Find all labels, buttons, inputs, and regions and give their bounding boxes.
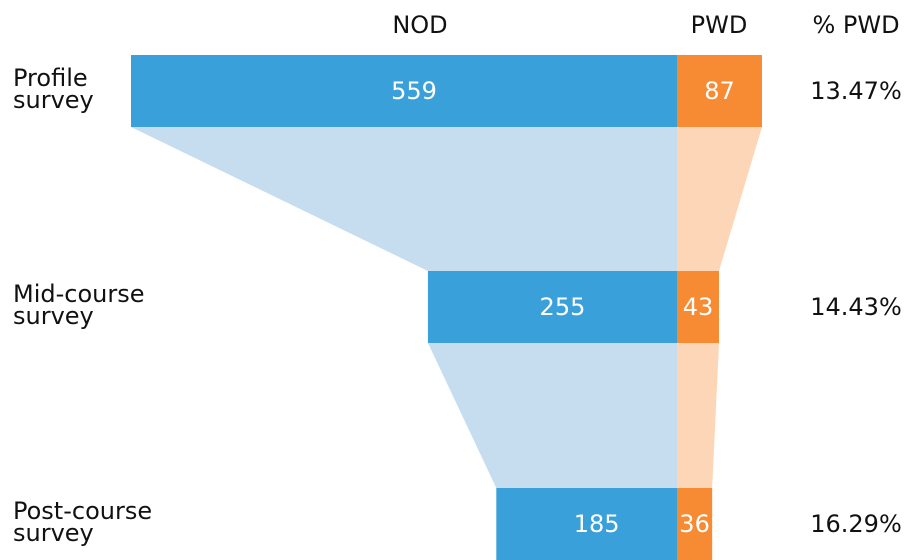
column-header: NOD [392,11,447,39]
share-label: 14.43% [810,293,902,321]
bar [131,55,677,127]
connector [131,127,677,271]
value-label: 255 [540,293,586,321]
share-label: 13.47% [810,77,902,105]
bar [677,488,713,560]
share-label: 16.29% [810,510,902,538]
value-label: 87 [704,77,735,105]
value-label: 36 [679,510,710,538]
connector [677,127,762,271]
value-label: 559 [391,77,437,105]
connector [427,343,677,488]
value-label: 43 [683,293,714,321]
category-label: Mid-course survey [13,280,145,330]
category-label: Post-course survey [13,497,153,547]
column-header: % PWD [812,11,899,39]
bar [427,271,677,343]
bar [677,55,762,127]
value-label: 185 [574,510,620,538]
category-label: Profile survey [13,64,94,114]
bar [496,488,677,560]
bar [677,271,719,343]
connector [677,343,719,488]
column-header: PWD [691,11,748,39]
